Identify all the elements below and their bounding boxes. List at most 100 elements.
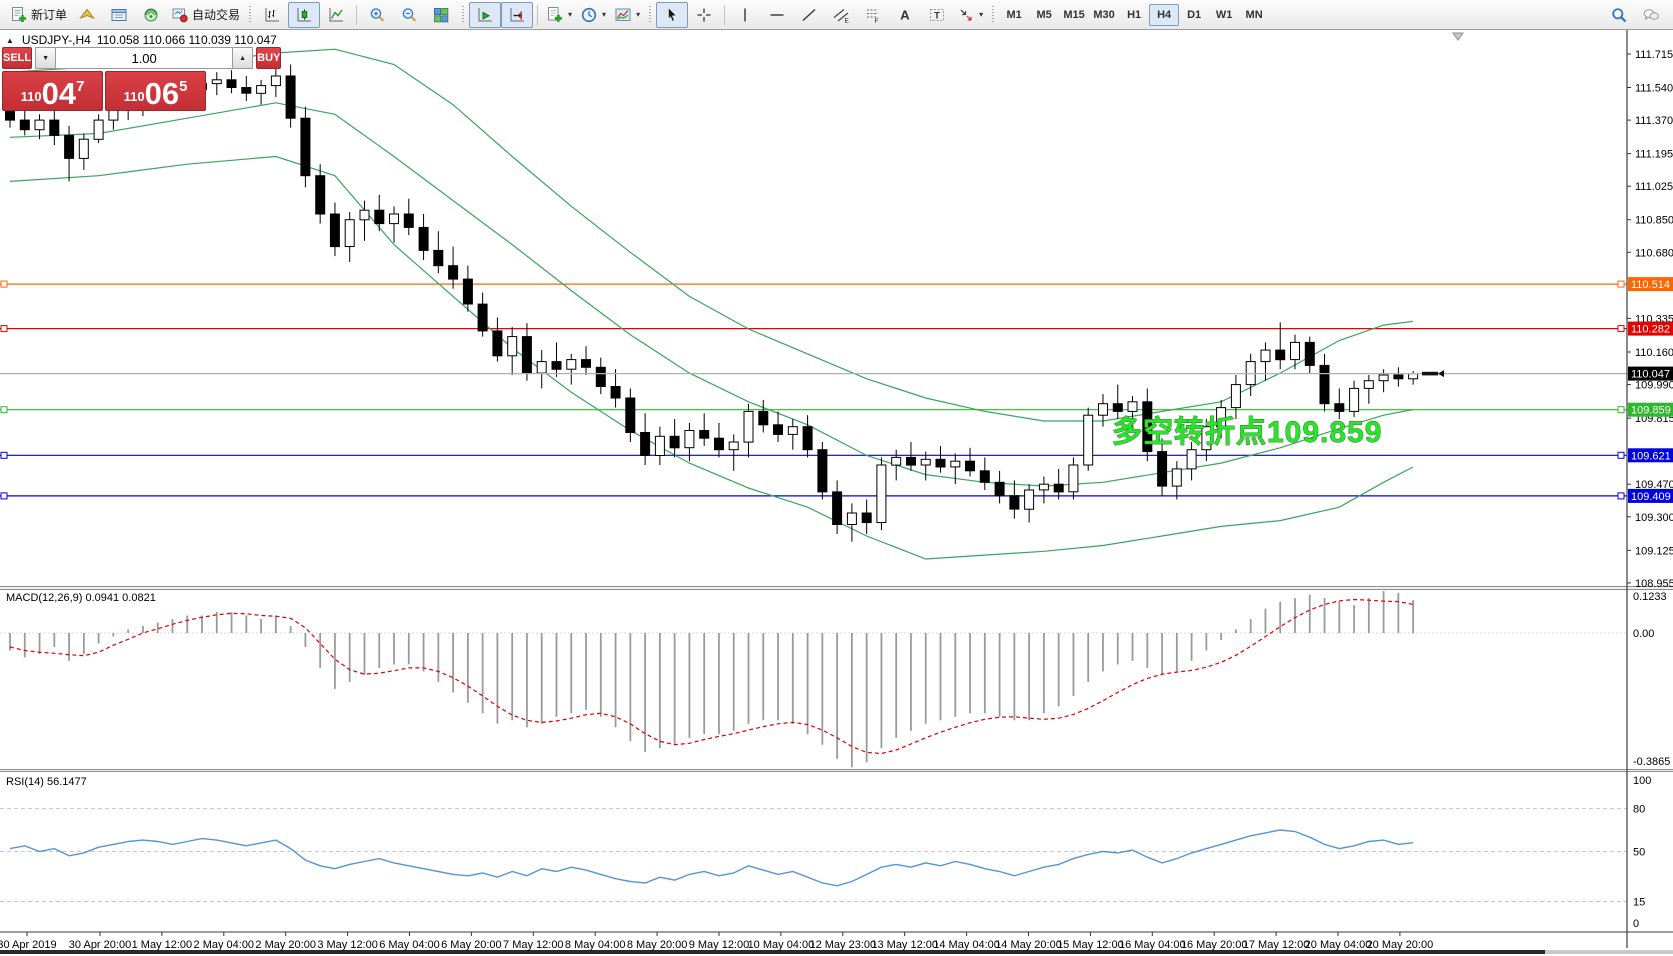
candle-body (846, 512, 857, 525)
indicators-button[interactable]: ▾ (542, 2, 576, 28)
fibonacci-button[interactable]: F (857, 2, 889, 28)
new-order-button[interactable]: 新订单 (6, 2, 71, 28)
sell-price-display[interactable]: 110 04 7 (2, 71, 103, 111)
trendline-button[interactable] (793, 2, 825, 28)
chart-shift-button[interactable] (501, 1, 534, 28)
data-window-button[interactable] (103, 2, 135, 28)
buy-price-display[interactable]: 110 06 5 (105, 71, 206, 111)
tf-m5-button[interactable]: M5 (1029, 4, 1059, 26)
tf-m15-button[interactable]: M15 (1059, 4, 1089, 26)
market-watch-icon (78, 6, 96, 24)
zoom-out-button[interactable] (393, 2, 425, 28)
tf-mn-button[interactable]: MN (1239, 4, 1269, 26)
templates-button[interactable]: ▾ (610, 2, 644, 28)
candle-body (876, 464, 887, 523)
tf-w1-button[interactable]: W1 (1209, 4, 1239, 26)
candlestick-button[interactable] (288, 1, 321, 28)
candle-body (241, 87, 252, 94)
hline-109.409[interactable] (0, 492, 1627, 500)
hline-handle[interactable] (0, 492, 8, 500)
volume-input[interactable] (56, 47, 233, 69)
toolbar: 新订单 自动交易 ▾ ▾ ▾ E F A T ▾ M1 M5 M15 M30 H1 H4 D1 W1 MN (0, 0, 1673, 30)
sell-button[interactable]: SELL (2, 47, 33, 69)
rsi-axis-label: 0 (1633, 918, 1639, 930)
annotation-text[interactable]: 多空转折点109.859 (1112, 416, 1382, 450)
candle-body (832, 491, 843, 525)
tf-d1-button[interactable]: D1 (1179, 4, 1209, 26)
dropdown-caret-icon[interactable]: ▾ (979, 10, 984, 19)
time-tick-label: 14 May 04:00 (933, 939, 1000, 951)
hline-handle[interactable] (0, 406, 8, 414)
time-tick-label: 13 May 12:00 (871, 939, 938, 951)
candle-body (699, 430, 710, 439)
hline-handle[interactable] (0, 325, 8, 333)
tf-w1-button-label: W1 (1215, 8, 1233, 21)
tf-h4-button[interactable]: H4 (1149, 3, 1180, 26)
crosshair-icon (695, 6, 713, 24)
hline-110.514[interactable] (0, 280, 1627, 288)
hline-handle[interactable] (1617, 280, 1625, 288)
quote-panel-toggle[interactable]: ▲ (6, 35, 14, 45)
candle-body (418, 226, 429, 251)
indicators-icon (546, 6, 564, 24)
hline-handle[interactable] (0, 451, 8, 459)
volume-decrease-icon[interactable]: ▼ (35, 47, 57, 69)
chart-surface[interactable]: 多空转折点109.859 MACD(12,26,9) 0.0941 0.0821… (0, 30, 1673, 956)
dropdown-caret-icon[interactable]: ▾ (602, 10, 607, 19)
buy-button[interactable]: BUY (256, 47, 282, 69)
candle-body (1216, 407, 1227, 428)
text-button[interactable]: A (889, 2, 921, 28)
auto-trading-button[interactable]: 自动交易 (167, 2, 244, 28)
price-tick-label: 110.160 (1635, 347, 1673, 359)
vertical-line-icon (736, 6, 754, 24)
candle-body (359, 209, 370, 221)
auto-scroll-button[interactable] (469, 1, 502, 28)
hline-handle[interactable] (1617, 325, 1625, 333)
tf-m1-button[interactable]: M1 (999, 4, 1029, 26)
tf-h1-button-label: H1 (1127, 8, 1142, 21)
time-tick-label: 9 May 12:00 (689, 939, 750, 951)
hline-109.621[interactable] (0, 451, 1627, 459)
candle-body (34, 119, 45, 131)
candle-body (1290, 341, 1300, 361)
svg-text:110.282: 110.282 (1631, 324, 1670, 336)
line-chart-button[interactable] (320, 2, 352, 28)
zoom-in-button[interactable] (361, 2, 393, 28)
dropdown-caret-icon[interactable]: ▾ (568, 10, 573, 19)
hline-handle[interactable] (1617, 492, 1625, 500)
periods-button[interactable]: ▾ (576, 2, 610, 28)
horizontal-line-button[interactable] (761, 2, 793, 28)
hline-handle[interactable] (0, 280, 8, 288)
tf-m30-button[interactable]: M30 (1089, 4, 1119, 26)
arrows-button[interactable]: ▾ (953, 2, 987, 28)
chat-button[interactable] (1635, 2, 1667, 28)
candle-body (1171, 468, 1182, 487)
market-watch-button[interactable] (71, 2, 103, 28)
candle-body (270, 75, 281, 87)
chart-shift-marker-icon[interactable] (1452, 32, 1464, 41)
hline-110.282[interactable] (0, 325, 1627, 333)
cursor-button[interactable] (656, 1, 689, 28)
hline-handle[interactable] (1617, 451, 1625, 459)
price-badge-109.621: 109.621 (1628, 448, 1673, 463)
candle-body (802, 426, 813, 451)
channel-icon: E (832, 6, 850, 24)
search-button[interactable] (1603, 2, 1635, 28)
crosshair-button[interactable] (688, 2, 720, 28)
volume-increase-icon[interactable]: ▲ (232, 47, 254, 69)
svg-text:109.859: 109.859 (1631, 405, 1671, 417)
bar-chart-button[interactable] (256, 2, 288, 28)
candle-body (1393, 374, 1404, 380)
rsi-axis-label: 50 (1633, 847, 1645, 859)
line-chart-icon (327, 6, 345, 24)
text-label-button[interactable]: T (921, 2, 953, 28)
hline-handle[interactable] (1617, 406, 1625, 414)
svg-text:E: E (845, 17, 850, 24)
tile-windows-button[interactable] (425, 2, 457, 28)
svg-text:A: A (900, 7, 910, 22)
vertical-line-button[interactable] (729, 2, 761, 28)
equidistant-channel-button[interactable]: E (825, 2, 857, 28)
tf-h1-button[interactable]: H1 (1119, 4, 1149, 26)
navigator-button[interactable] (135, 2, 167, 28)
dropdown-caret-icon[interactable]: ▾ (636, 10, 641, 19)
